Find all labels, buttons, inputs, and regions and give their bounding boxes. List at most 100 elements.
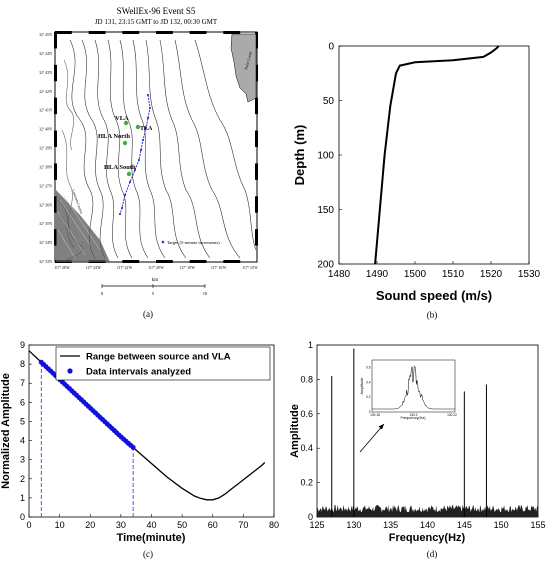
d-y-tick: 1	[308, 340, 313, 350]
panel-a-map: SWellEx-96 Event S5 JD 131, 23:15 GMT to…	[39, 6, 258, 319]
lon-tick-label: 117° 14'W	[242, 266, 258, 270]
c-x-tick: 40	[146, 520, 156, 530]
b-x-tick: 1480	[328, 269, 351, 280]
b-x-tick: 1500	[404, 269, 427, 280]
track-point	[118, 212, 122, 216]
c-x-tick-labels: 0 10 20 30 40 50 60 70 80	[26, 514, 279, 530]
b-x-tick-labels: 1480 1490 1500 1510 1520 1530	[328, 261, 541, 280]
scale-tick-10: 10	[203, 291, 208, 296]
d-y-tick: 0.4	[300, 443, 313, 453]
lat-tick-label: 32° 41'N	[39, 109, 52, 113]
c-y-tick: 1	[20, 493, 25, 503]
spectral-peaks	[331, 348, 487, 517]
map-border-segment	[255, 130, 258, 147]
track-point	[120, 206, 124, 210]
track-point	[144, 126, 148, 130]
map-border-segment	[255, 32, 258, 49]
legend-dot-swatch	[67, 368, 73, 374]
inset-arrow	[359, 423, 385, 453]
track-point	[123, 193, 127, 197]
c-y-tick-labels: 0 1 2 3 4 5 6 7 8 9	[20, 340, 32, 522]
bathymetry-contours	[57, 39, 257, 263]
b-y-tick: 50	[323, 96, 335, 107]
track-point	[139, 148, 143, 152]
map-border-segment	[54, 229, 57, 246]
map-border-segment	[156, 260, 173, 263]
track-point	[148, 106, 152, 110]
map-border-segment	[255, 196, 258, 213]
inset-x-tick: 130.2	[410, 413, 418, 417]
map-border-segment	[54, 196, 57, 213]
inset-y-tick: 0	[369, 410, 371, 414]
noise-floor	[317, 504, 538, 517]
map-title: SWellEx-96 Event S5	[117, 6, 196, 16]
canyon-shading	[56, 190, 110, 262]
b-x-tick: 1520	[480, 269, 503, 280]
d-y-tick: 0.8	[300, 374, 313, 384]
lat-tick-label: 32° 36'N	[39, 203, 52, 207]
track-point	[146, 116, 150, 120]
track-point	[141, 138, 145, 142]
vla-marker	[123, 120, 129, 126]
caption-b: (b)	[427, 310, 438, 320]
d-x-axis-label: Frequency(Hz)	[389, 532, 466, 544]
map-border-segment	[55, 31, 72, 34]
scale-tick-0: 0	[101, 291, 104, 296]
scale-tick-5: 5	[152, 291, 155, 296]
target-label: Target (5-minute increments)	[167, 240, 220, 245]
arrow-head	[378, 424, 384, 430]
lat-tick-label: 32° 37'N	[39, 184, 52, 188]
b-x-tick: 1530	[518, 269, 541, 280]
map-border-segment	[255, 163, 258, 180]
data-interval-point	[130, 444, 136, 450]
lat-tick-label: 32° 38'N	[39, 165, 52, 169]
hla-south-label: HLA South	[104, 164, 136, 171]
inset-frame	[371, 359, 456, 413]
d-y-tick: 0	[308, 512, 313, 522]
c-x-tick: 20	[85, 520, 95, 530]
map-border-segment	[255, 97, 258, 115]
d-x-tick: 140	[420, 520, 435, 530]
latitude-tick-labels: 32° 45'N 32° 44'N 32° 43'N 32° 42'N 32° 41'N…	[39, 33, 52, 264]
hla-south-marker	[126, 171, 132, 177]
c-interval-lines	[40, 362, 134, 517]
c-y-tick: 5	[20, 416, 25, 426]
inset-tick-labels: 130.18 130.2 130.22 0 0.2 0.4 0.6	[366, 365, 457, 417]
c-x-tick: 80	[269, 520, 279, 530]
vla-label: VLA	[115, 115, 129, 122]
lat-tick-label: 32° 40'N	[39, 128, 52, 132]
d-y-tick-labels: 0 0.2 0.4 0.6 0.8 1	[300, 340, 320, 522]
tla-label: TLA	[140, 126, 153, 132]
point-loma-label: Point Loma	[243, 51, 253, 71]
panel-b-sound-speed-profile: 1480 1490 1500 1510 1520 1530 0 50 100 150 200 So…	[292, 42, 541, 321]
source-track	[119, 94, 151, 215]
lon-tick-label: 117° 18'W	[180, 266, 196, 270]
lon-tick-label: 117° 22'W	[117, 266, 133, 270]
c-x-tick: 30	[116, 520, 126, 530]
d-x-tick: 125	[309, 520, 324, 530]
map-border-segment	[122, 260, 140, 263]
hla-north-marker	[122, 140, 128, 146]
d-x-tick: 145	[457, 520, 472, 530]
c-legend: Range between source and VLA Data interv…	[55, 346, 271, 381]
inset-spectrum-line	[372, 365, 455, 410]
c-y-tick: 8	[20, 359, 25, 369]
longitude-tick-labels: 117° 26'W 117° 24'W 117° 22'W 117° 20'W 117°…	[54, 266, 258, 270]
caption-c: (c)	[143, 549, 153, 559]
map-border-segment	[54, 97, 57, 115]
point-loma-land	[230, 33, 257, 103]
plot-b-frame	[338, 45, 530, 265]
b-x-tick: 1490	[366, 269, 389, 280]
caption-d: (d)	[427, 549, 438, 559]
lat-tick-label: 32° 42'N	[39, 90, 52, 94]
b-x-tick: 1510	[442, 269, 465, 280]
c-y-axis-label: Normalized Amplitude	[0, 373, 12, 489]
target-marker	[161, 240, 165, 244]
d-y-tick: 0.2	[300, 478, 313, 488]
legend-range-label: Range between source and VLA	[86, 352, 231, 363]
d-x-tick: 135	[383, 520, 398, 530]
c-y-tick: 9	[20, 340, 25, 350]
lon-tick-label: 117° 16'W	[211, 266, 227, 270]
b-y-tick: 150	[317, 205, 334, 216]
